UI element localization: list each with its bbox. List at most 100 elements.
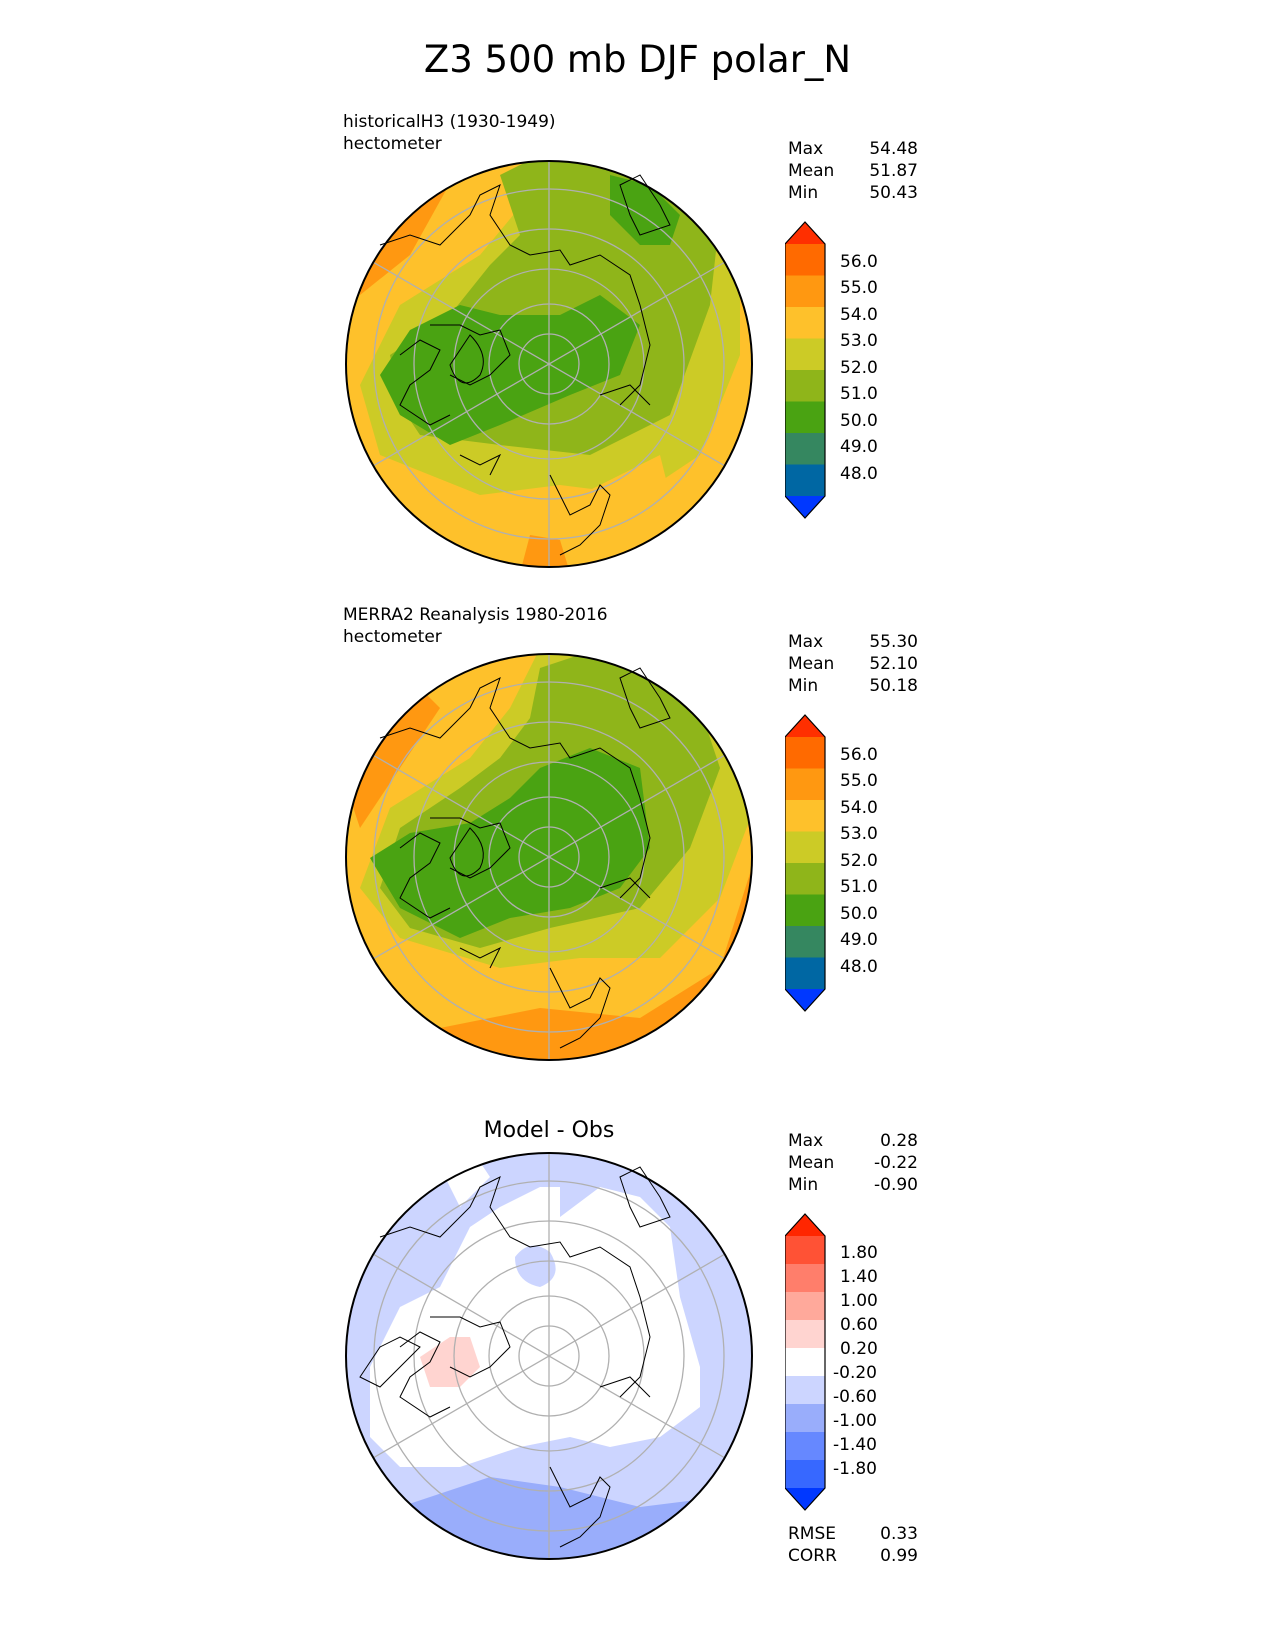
colorbar-tick: 48.0 bbox=[840, 957, 878, 977]
colorbar-tick: -0.60 bbox=[833, 1387, 877, 1407]
stat-max: 55.30 bbox=[869, 632, 918, 652]
colorbar-swatch bbox=[785, 1404, 825, 1433]
colorbar-tick: 54.0 bbox=[840, 798, 878, 818]
colorbar-swatch bbox=[785, 1320, 825, 1349]
colorbar-tick: 1.80 bbox=[840, 1243, 878, 1263]
stat-min: -0.90 bbox=[874, 1175, 918, 1195]
stats-obs: Max 55.30 Mean 52.10 Min 50.18 bbox=[788, 631, 918, 697]
contour-50 bbox=[380, 295, 640, 445]
colorbar-swatch bbox=[785, 957, 825, 990]
colorbar-swatches bbox=[785, 714, 826, 1012]
stat-min-label: Min bbox=[788, 183, 819, 203]
polar-map-diff bbox=[345, 1152, 753, 1560]
colorbar-swatch bbox=[785, 338, 825, 371]
polar-map-obs bbox=[345, 653, 753, 1061]
colorbar-extend-max bbox=[785, 715, 825, 737]
colorbar-tick: 48.0 bbox=[840, 464, 878, 484]
rmse-label: RMSE bbox=[788, 1524, 837, 1544]
figure-title: Z3 500 mb DJF polar_N bbox=[423, 38, 852, 81]
colorbar-extend-max bbox=[785, 222, 825, 244]
stats-diff: Max 0.28 Mean -0.22 Min -0.90 bbox=[788, 1130, 918, 1196]
colorbar-tick: 50.0 bbox=[840, 904, 878, 924]
graticule bbox=[372, 161, 726, 567]
stat-max-label: Max bbox=[788, 632, 824, 652]
colorbar-model: 56.0 55.0 54.0 53.0 52.0 51.0 50.0 49.0 … bbox=[785, 220, 935, 520]
stats-model: Max 54.48 Mean 51.87 Min 50.43 bbox=[788, 138, 918, 204]
colorbar-swatch bbox=[785, 831, 825, 864]
colorbar-swatch bbox=[785, 800, 825, 832]
colorbar-outline bbox=[785, 714, 826, 1012]
colorbar-tick: 52.0 bbox=[840, 851, 878, 871]
panel-diff-title: Model - Obs bbox=[483, 1118, 615, 1143]
stat-mean-label: Mean bbox=[788, 654, 835, 674]
colorbar-swatch bbox=[785, 464, 825, 497]
colorbar-swatch bbox=[785, 307, 825, 339]
colorbar-swatch bbox=[785, 1292, 825, 1321]
stat-mean: 52.10 bbox=[869, 654, 918, 674]
colorbar-swatch bbox=[785, 863, 825, 895]
colorbar-tick: 51.0 bbox=[840, 384, 878, 404]
stat-mean-label: Mean bbox=[788, 1153, 835, 1173]
colorbar-tick: 50.0 bbox=[840, 411, 878, 431]
stat-max-label: Max bbox=[788, 1131, 824, 1151]
colorbar-tick: 1.00 bbox=[840, 1291, 878, 1311]
colorbar-extend-min bbox=[785, 496, 825, 518]
stat-max: 54.48 bbox=[869, 139, 918, 159]
colorbar-swatches bbox=[785, 221, 826, 519]
colorbar-tick: 55.0 bbox=[840, 771, 878, 791]
colorbar-tick: 56.0 bbox=[840, 745, 878, 765]
colorbar-extend-max bbox=[785, 1214, 825, 1236]
stat-min: 50.18 bbox=[869, 676, 918, 696]
stat-max-label: Max bbox=[788, 139, 824, 159]
colorbar-tick: -0.20 bbox=[833, 1363, 877, 1383]
colorbar-swatch bbox=[785, 1432, 825, 1461]
colorbar-outline bbox=[785, 221, 826, 519]
polar-map-model bbox=[345, 160, 753, 568]
stat-min-label: Min bbox=[788, 676, 819, 696]
colorbar-swatch bbox=[785, 768, 825, 801]
stat-max: 0.28 bbox=[880, 1131, 918, 1151]
colorbar-swatch bbox=[785, 1460, 825, 1489]
panel-model-title: historicalH3 (1930-1949) bbox=[343, 112, 556, 132]
colorbar-swatches bbox=[785, 1213, 826, 1511]
colorbar-tick: 0.60 bbox=[840, 1315, 878, 1335]
colorbar-tick: 53.0 bbox=[840, 331, 878, 351]
colorbar-tick: -1.00 bbox=[833, 1411, 877, 1431]
colorbar-swatch bbox=[785, 433, 825, 465]
colorbar-tick: -1.40 bbox=[833, 1435, 877, 1455]
colorbar-extend-min bbox=[785, 1488, 825, 1510]
colorbar-tick: 1.40 bbox=[840, 1267, 878, 1287]
coastlines bbox=[379, 174, 671, 556]
stat-mean: 51.87 bbox=[869, 161, 918, 181]
colorbar-swatch bbox=[785, 244, 825, 276]
colorbar-tick: 49.0 bbox=[840, 930, 878, 950]
colorbar-tick: 54.0 bbox=[840, 305, 878, 325]
colorbar-swatch bbox=[785, 1376, 825, 1405]
stat-mean-label: Mean bbox=[788, 161, 835, 181]
colorbar-tick: 0.20 bbox=[840, 1339, 878, 1359]
colorbar-outline bbox=[785, 1213, 826, 1511]
colorbar-tick: -1.80 bbox=[833, 1459, 877, 1479]
panel-obs-units: hectometer bbox=[343, 627, 442, 647]
colorbar-swatch bbox=[785, 370, 825, 402]
corr-value: 0.99 bbox=[880, 1546, 918, 1566]
rmse-value: 0.33 bbox=[880, 1524, 918, 1544]
stat-mean: -0.22 bbox=[874, 1153, 918, 1173]
colorbar-diff: 1.80 1.40 1.00 0.60 0.20 -0.20 -0.60 -1.… bbox=[785, 1212, 935, 1512]
colorbar-tick: 51.0 bbox=[840, 877, 878, 897]
panel-obs-title: MERRA2 Reanalysis 1980-2016 bbox=[343, 605, 608, 625]
colorbar-swatch bbox=[785, 1264, 825, 1293]
contour-near-zero bbox=[370, 1187, 700, 1467]
colorbar-swatch bbox=[785, 1348, 825, 1377]
colorbar-swatch bbox=[785, 926, 825, 958]
colorbar-tick: 49.0 bbox=[840, 437, 878, 457]
colorbar-swatch bbox=[785, 1236, 825, 1265]
colorbar-swatch bbox=[785, 275, 825, 308]
skill-scores: RMSE 0.33 CORR 0.99 bbox=[788, 1523, 918, 1567]
colorbar-swatch bbox=[785, 737, 825, 769]
colorbar-tick: 53.0 bbox=[840, 824, 878, 844]
colorbar-tick: 55.0 bbox=[840, 278, 878, 298]
colorbar-tick: 56.0 bbox=[840, 252, 878, 272]
colorbar-swatch bbox=[785, 401, 825, 434]
colorbar-tick: 52.0 bbox=[840, 358, 878, 378]
